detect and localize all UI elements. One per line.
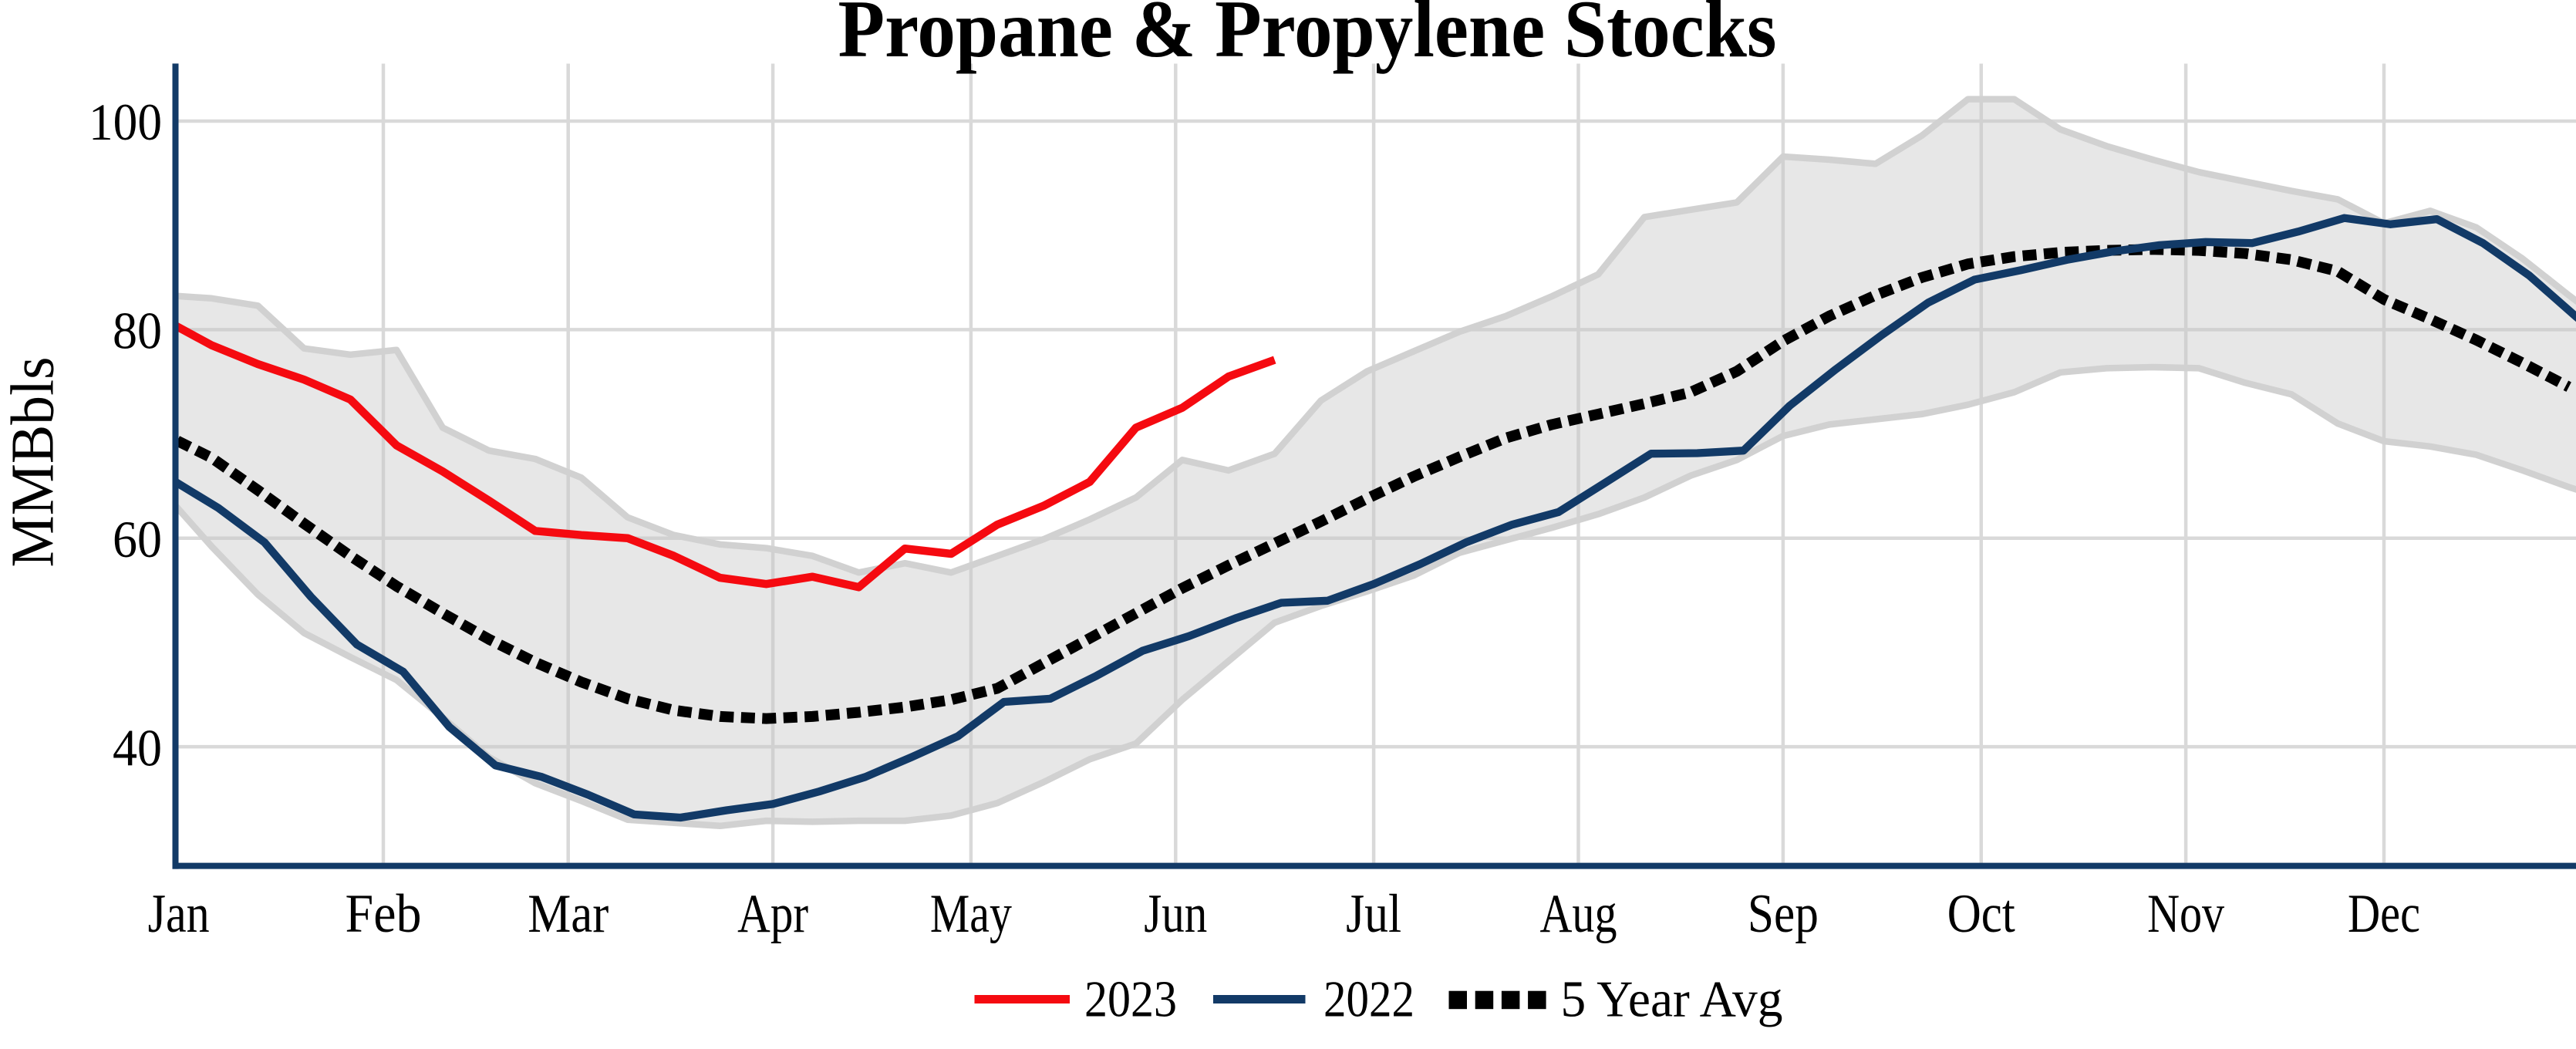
svg-text:Sep: Sep	[1748, 884, 1819, 944]
svg-text:Dec: Dec	[2348, 884, 2420, 944]
svg-text:Jan: Jan	[148, 884, 210, 944]
svg-text:May: May	[930, 884, 1012, 944]
svg-text:60: 60	[113, 511, 162, 568]
svg-text:Apr: Apr	[737, 884, 808, 944]
svg-text:100: 100	[89, 93, 162, 151]
svg-text:Jul: Jul	[1346, 884, 1401, 944]
svg-text:Propane & Propylene Stocks: Propane & Propylene Stocks	[838, 0, 1777, 74]
svg-text:MMBbls: MMBbls	[0, 357, 67, 568]
svg-text:Aug: Aug	[1540, 884, 1617, 944]
svg-text:80: 80	[113, 302, 162, 360]
svg-text:Jun: Jun	[1144, 884, 1207, 944]
svg-text:5 Year Avg: 5 Year Avg	[1561, 971, 1783, 1028]
svg-text:2022: 2022	[1323, 971, 1414, 1028]
svg-text:Nov: Nov	[2147, 884, 2224, 944]
svg-text:40: 40	[113, 719, 162, 777]
svg-text:Mar: Mar	[528, 884, 609, 944]
svg-text:2023: 2023	[1084, 971, 1177, 1028]
svg-text:Feb: Feb	[346, 884, 422, 944]
svg-text:Oct: Oct	[1947, 884, 2015, 944]
